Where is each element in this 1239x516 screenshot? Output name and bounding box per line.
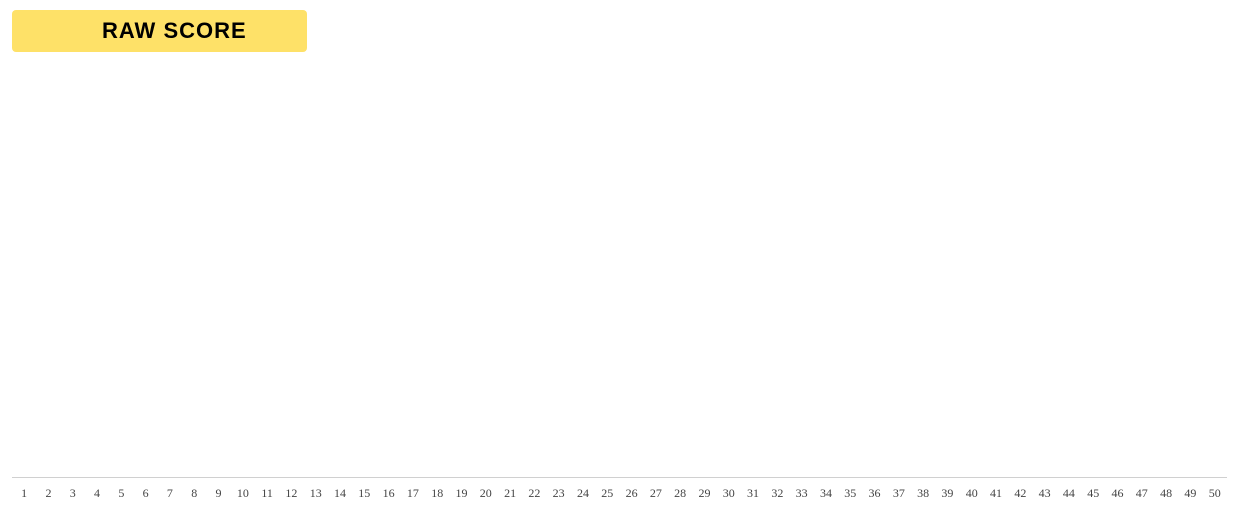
x-axis-label: 10: [231, 482, 255, 504]
x-axis-label: 13: [304, 482, 328, 504]
x-axis-label: 12: [279, 482, 303, 504]
x-axis-label: 39: [935, 482, 959, 504]
chart-x-axis: 1234567891011121314151617181920212223242…: [12, 482, 1227, 504]
x-axis-label: 30: [717, 482, 741, 504]
x-axis-label: 47: [1130, 482, 1154, 504]
x-axis-label: 6: [133, 482, 157, 504]
x-axis-label: 29: [692, 482, 716, 504]
x-axis-label: 5: [109, 482, 133, 504]
x-axis-label: 14: [328, 482, 352, 504]
chart-title-text: RAW SCORE: [102, 18, 247, 43]
x-axis-label: 44: [1057, 482, 1081, 504]
x-axis-label: 1: [12, 482, 36, 504]
x-axis-label: 38: [911, 482, 935, 504]
x-axis-label: 24: [571, 482, 595, 504]
x-axis-label: 26: [619, 482, 643, 504]
x-axis-label: 25: [595, 482, 619, 504]
raw-score-chart: 1234567891011121314151617181920212223242…: [12, 80, 1227, 504]
x-axis-label: 35: [838, 482, 862, 504]
x-axis-label: 45: [1081, 482, 1105, 504]
x-axis-label: 3: [61, 482, 85, 504]
x-axis-label: 49: [1178, 482, 1202, 504]
x-axis-label: 4: [85, 482, 109, 504]
x-axis-label: 31: [741, 482, 765, 504]
x-axis-label: 7: [158, 482, 182, 504]
chart-bars-area: [12, 80, 1227, 478]
x-axis-label: 8: [182, 482, 206, 504]
x-axis-label: 48: [1154, 482, 1178, 504]
x-axis-label: 46: [1105, 482, 1129, 504]
chart-title-badge: RAW SCORE: [12, 10, 307, 52]
x-axis-label: 50: [1203, 482, 1227, 504]
x-axis-label: 19: [449, 482, 473, 504]
x-axis-label: 37: [887, 482, 911, 504]
x-axis-label: 32: [765, 482, 789, 504]
x-axis-label: 36: [862, 482, 886, 504]
x-axis-label: 11: [255, 482, 279, 504]
x-axis-label: 17: [401, 482, 425, 504]
x-axis-label: 15: [352, 482, 376, 504]
x-axis-label: 34: [814, 482, 838, 504]
x-axis-label: 22: [522, 482, 546, 504]
x-axis-label: 21: [498, 482, 522, 504]
x-axis-label: 9: [206, 482, 230, 504]
x-axis-label: 41: [984, 482, 1008, 504]
x-axis-label: 16: [376, 482, 400, 504]
page-root: RAW SCORE 123456789101112131415161718192…: [0, 0, 1239, 516]
x-axis-label: 27: [644, 482, 668, 504]
x-axis-label: 23: [547, 482, 571, 504]
x-axis-label: 2: [36, 482, 60, 504]
x-axis-label: 42: [1008, 482, 1032, 504]
x-axis-label: 40: [960, 482, 984, 504]
x-axis-label: 18: [425, 482, 449, 504]
x-axis-label: 20: [474, 482, 498, 504]
x-axis-label: 28: [668, 482, 692, 504]
x-axis-label: 33: [790, 482, 814, 504]
x-axis-label: 43: [1032, 482, 1056, 504]
